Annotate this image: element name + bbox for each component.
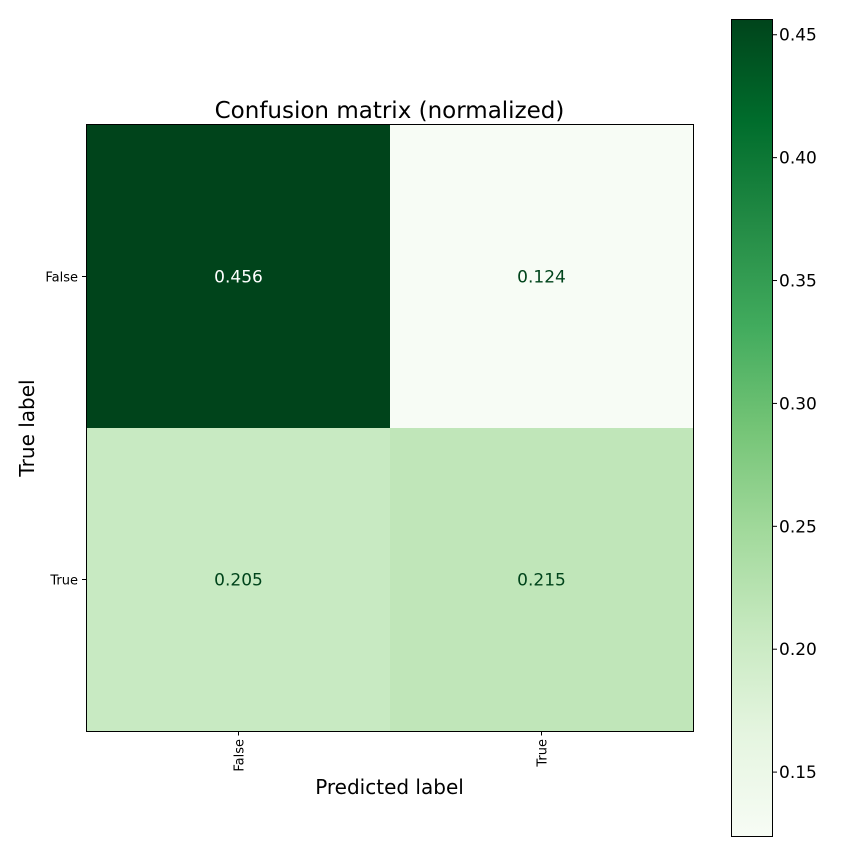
colorbar-tick-label: 0.20 (779, 640, 817, 660)
cell-value-label: 0.215 (517, 571, 566, 591)
colorbar-tick-label: 0.30 (779, 394, 817, 414)
colorbar-tick-label: 0.25 (779, 517, 817, 537)
cell-value-label: 0.456 (214, 268, 263, 288)
heatmap-cell (390, 428, 694, 732)
plot-frame (86, 124, 694, 732)
y-axis-label: True label (15, 379, 39, 477)
x-tick-label: False (233, 739, 248, 772)
x-tick-label: True (536, 739, 551, 768)
heatmap-cell (87, 428, 391, 732)
colorbar-ticks: 0.15 0.20 0.25 0.30 0.35 0.40 0.45 (772, 26, 817, 783)
heatmap-cell (390, 125, 694, 429)
x-axis-ticks: False True (233, 731, 551, 772)
heatmap-cells (87, 125, 694, 732)
y-tick-label: True (49, 574, 78, 589)
chart-title: Confusion matrix (normalized) (215, 98, 565, 124)
y-tick-label: False (45, 271, 78, 286)
colorbar-tick-label: 0.15 (779, 763, 817, 783)
heatmap-cell-labels: 0.456 0.124 0.205 0.215 (214, 268, 566, 591)
colorbar-tick-label: 0.35 (779, 272, 817, 292)
y-axis-ticks: False True (45, 271, 87, 589)
cell-value-label: 0.205 (214, 571, 263, 591)
colorbar (731, 19, 773, 837)
colorbar-tick-label: 0.45 (779, 26, 817, 46)
cell-value-label: 0.124 (517, 268, 566, 288)
x-axis-label: Predicted label (315, 775, 464, 799)
heatmap-cell (87, 125, 391, 429)
colorbar-tick-label: 0.40 (779, 149, 817, 169)
